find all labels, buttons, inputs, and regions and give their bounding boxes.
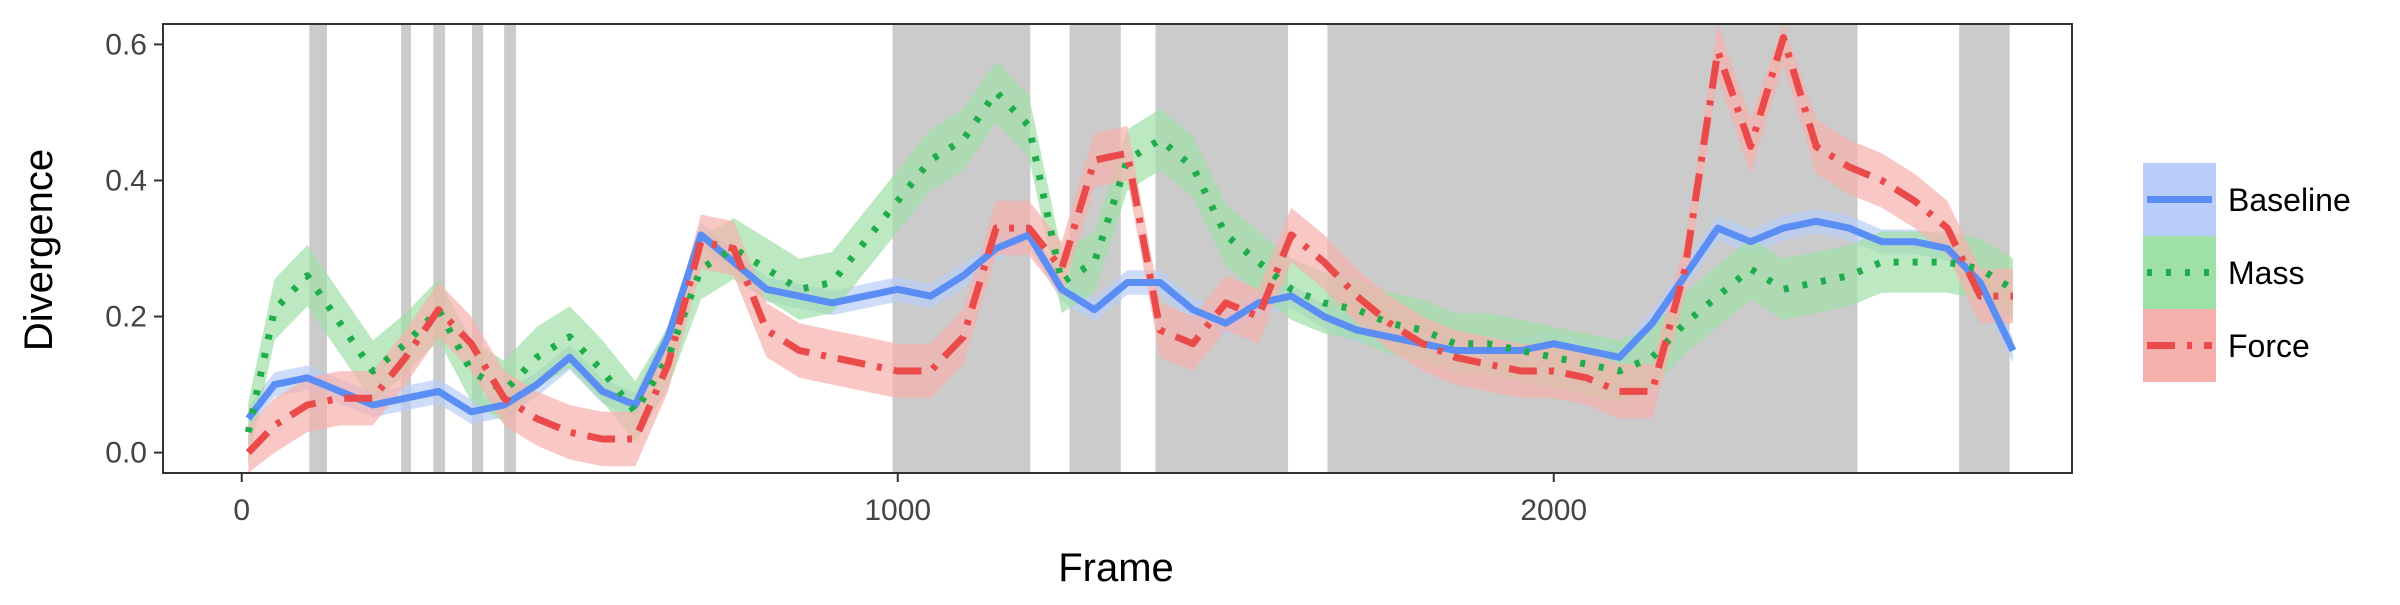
shaded-region bbox=[401, 24, 411, 473]
line-baseline bbox=[245, 217, 2017, 421]
legend-label-mass: Mass bbox=[2228, 255, 2304, 291]
plot-panel-border bbox=[162, 23, 2073, 474]
shaded-region bbox=[433, 24, 446, 473]
shaded-region bbox=[471, 24, 484, 473]
legend-key-mass bbox=[2143, 236, 2216, 309]
y-axis: 0.0 0.2 0.4 0.6 bbox=[105, 28, 163, 470]
shaded-region bbox=[504, 24, 516, 473]
x-tick-label: 0 bbox=[233, 494, 250, 527]
series-lines bbox=[244, 34, 2017, 456]
shaded-region bbox=[309, 24, 328, 473]
line-mass bbox=[244, 88, 2015, 433]
y-tick-label: 0.4 bbox=[105, 164, 147, 197]
y-tick-label: 0.0 bbox=[105, 437, 147, 470]
line-force bbox=[245, 34, 2013, 456]
x-tick-label: 1000 bbox=[864, 494, 931, 527]
x-axis-title: Frame bbox=[1058, 546, 1174, 590]
band-force bbox=[248, 24, 2013, 473]
legend-label-force: Force bbox=[2228, 328, 2310, 364]
legend: Baseline Mass Force bbox=[2143, 163, 2351, 382]
legend-label-baseline: Baseline bbox=[2228, 182, 2351, 218]
x-axis: 0 1000 2000 bbox=[233, 473, 1587, 527]
x-tick-label: 2000 bbox=[1520, 494, 1587, 527]
y-tick-label: 0.6 bbox=[105, 28, 147, 61]
y-axis-title: Divergence bbox=[17, 149, 61, 351]
y-tick-label: 0.2 bbox=[105, 301, 147, 334]
plot-panel-outline bbox=[162, 23, 2073, 474]
